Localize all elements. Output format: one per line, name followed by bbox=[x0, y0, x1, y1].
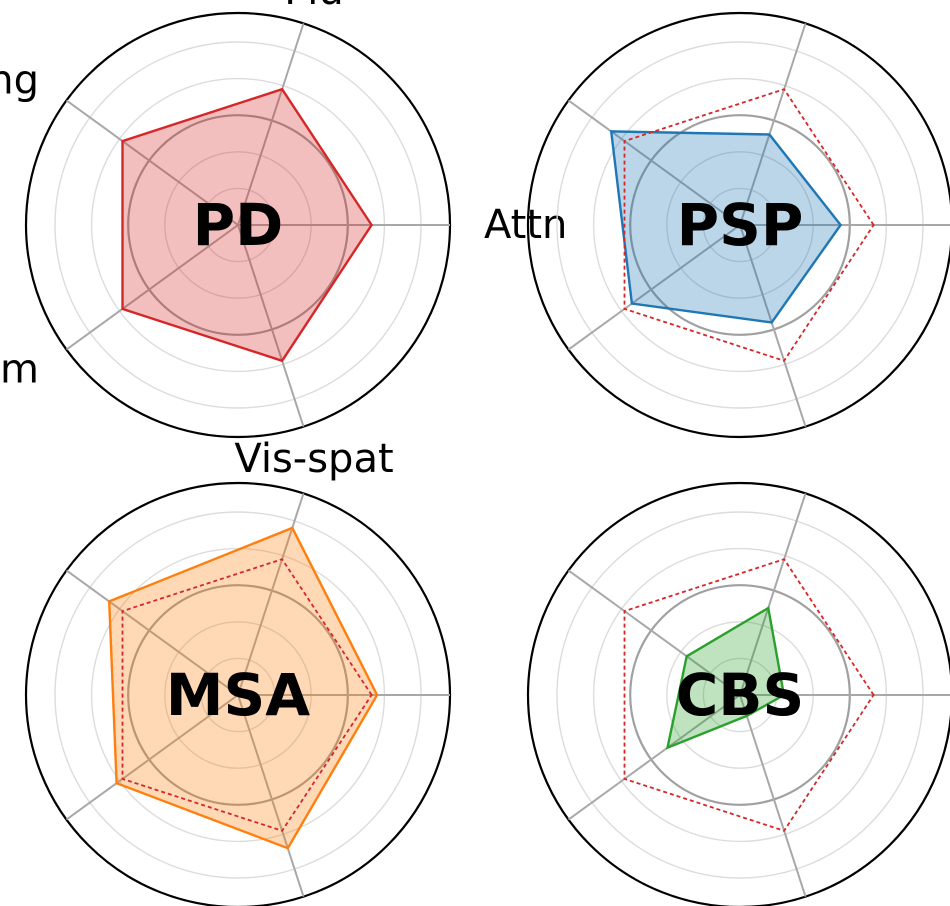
spoke-flu bbox=[237, 23, 305, 226]
spoke-vis-spat bbox=[237, 224, 305, 427]
spoke-mem bbox=[65, 694, 239, 821]
spoke-mem bbox=[567, 224, 741, 351]
axis-label-attn: Attn bbox=[484, 202, 567, 248]
radar-panel-pd: PD Attn Flu Lang Mem Vis-spat bbox=[0, 0, 567, 482]
spoke-vis-spat bbox=[739, 694, 807, 897]
series-polygon-psp bbox=[609, 130, 843, 324]
spoke-lang bbox=[65, 569, 239, 696]
series-polygon-pd bbox=[121, 87, 374, 363]
panel-title-psp: PSP bbox=[677, 191, 804, 259]
spoke-lang bbox=[65, 99, 239, 226]
reference-polygon bbox=[623, 558, 875, 832]
reference-polygon bbox=[121, 558, 373, 832]
spoke-mem bbox=[567, 694, 741, 821]
panel-title-cbs: CBS bbox=[676, 661, 805, 729]
spoke-flu bbox=[739, 23, 807, 226]
radar-panel-psp: PSP bbox=[526, 11, 950, 439]
series-polygon-msa bbox=[107, 526, 379, 850]
spoke-vis-spat bbox=[739, 224, 807, 427]
outer-frame-circle bbox=[526, 11, 950, 439]
spoke-mem bbox=[65, 224, 239, 351]
outer-frame-circle bbox=[526, 481, 950, 906]
axis-label-flu: Flu bbox=[284, 0, 343, 14]
series-polygon-cbs bbox=[665, 606, 786, 750]
axis-label-mem: Mem bbox=[0, 347, 39, 393]
radar-panel-cbs: CBS bbox=[526, 481, 950, 906]
radar-panel-msa: MSA bbox=[24, 481, 452, 906]
spoke-vis-spat bbox=[237, 694, 305, 897]
panel-title-pd: PD bbox=[193, 191, 284, 259]
reference-polygon bbox=[623, 88, 875, 362]
spoke-lang bbox=[567, 569, 741, 696]
panel-title-msa: MSA bbox=[166, 661, 310, 729]
spoke-lang bbox=[567, 99, 741, 226]
spoke-flu bbox=[739, 493, 807, 696]
axis-label-vis-spat: Vis-spat bbox=[234, 436, 393, 482]
axis-label-lang: Lang bbox=[0, 57, 39, 103]
